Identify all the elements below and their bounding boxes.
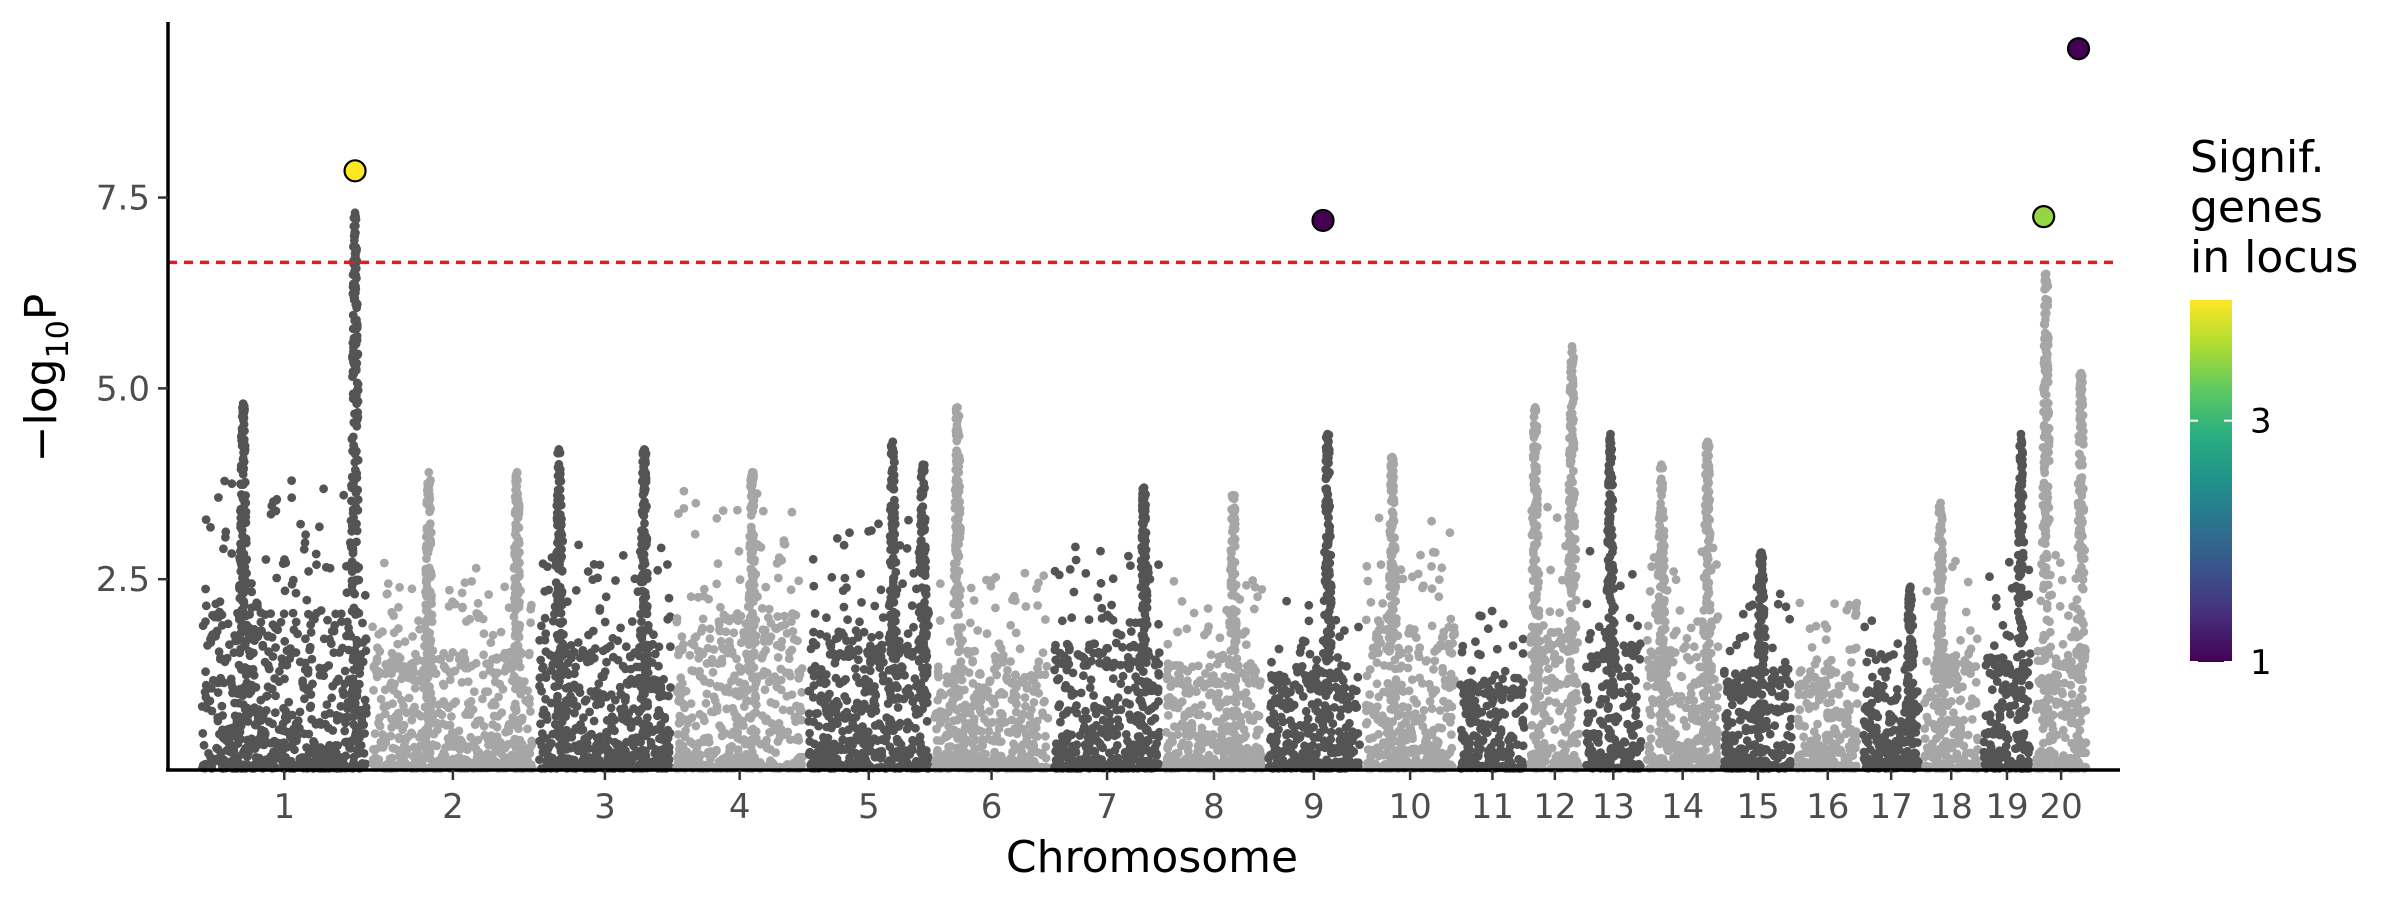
chromosome-16-points [1793, 598, 1862, 773]
chromosome-5-points [804, 437, 934, 773]
x-tick-label: 11 [1471, 787, 1514, 827]
y-tick-label: 7.5 [96, 179, 150, 219]
chromosome-4-points [672, 467, 807, 773]
lead-snp-chr9 [1311, 208, 1335, 233]
legend-tick-label: 1 [2250, 643, 2272, 683]
x-tick-label: 8 [1203, 787, 1225, 827]
legend-title-line-2: genes [2190, 182, 2323, 233]
chromosome-10-points [1361, 452, 1459, 773]
x-tick-label: 5 [858, 787, 880, 827]
highlighted-loci [343, 37, 2091, 233]
x-tick-label: 19 [1985, 787, 2028, 827]
x-tick-label: 6 [981, 787, 1003, 827]
x-tick-label: 10 [1388, 787, 1431, 827]
chromosome-13-points [1581, 429, 1646, 773]
legend-ticks: 13 [2190, 402, 2272, 683]
y-tick-label: 5.0 [96, 369, 150, 409]
y-axis-title-subscript: 10 [41, 320, 76, 358]
legend-colorbar [2190, 300, 2232, 662]
x-tick-label: 1 [273, 787, 295, 827]
color-legend: Signif. genes in locus 13 [2190, 132, 2358, 683]
chromosome-2-points [368, 467, 537, 773]
chromosome-7-points [1050, 483, 1164, 773]
x-tick-label: 12 [1533, 787, 1576, 827]
x-tick-label: 16 [1806, 787, 1849, 827]
legend-tick-label: 3 [2250, 402, 2272, 442]
x-tick-label: 20 [2039, 787, 2082, 827]
chromosome-9-points [1264, 429, 1364, 773]
lead-snp-chr20 [2032, 205, 2056, 229]
lead-snp-chr1 [343, 159, 367, 183]
chromosome-19-points [1979, 429, 2035, 773]
chromosome-3-points [535, 445, 675, 773]
peak-point-chr2 [424, 467, 434, 477]
chromosome-12-points [1526, 341, 1584, 773]
x-tick-label: 17 [1869, 787, 1912, 827]
x-tick-label: 14 [1661, 787, 1704, 827]
chromosome-6-points [930, 403, 1053, 773]
chromosome-14-points [1642, 437, 1723, 773]
snp-points [197, 208, 2091, 773]
axes: 2.55.07.51 2 3 4 5 6 7 8 9 10 11 12 13 14 15 16 17 18 19 20 [96, 22, 2120, 827]
lead-snp-chr20 [2066, 37, 2091, 61]
chromosome-15-points [1719, 548, 1796, 773]
y-axis-title-prefix: −log [16, 358, 67, 462]
x-tick-label: 13 [1592, 787, 1635, 827]
legend-title-line-1: Signif. [2190, 132, 2324, 183]
x-axis-title: Chromosome [1006, 832, 1298, 883]
chromosome-17-points [1859, 582, 1924, 773]
y-axis-title: −log10P [16, 294, 76, 463]
x-tick-label: 15 [1736, 787, 1779, 827]
y-tick-label: 2.5 [96, 560, 150, 600]
legend-title-line-3: in locus [2190, 232, 2358, 283]
chromosome-20-points [2031, 269, 2091, 773]
x-tick-label: 18 [1930, 787, 1973, 827]
x-tick-label: 7 [1096, 787, 1118, 827]
y-axis-title-suffix: P [16, 294, 67, 321]
x-tick-label: 4 [729, 787, 751, 827]
x-tick-label: 2 [442, 787, 464, 827]
chromosome-1-points [197, 208, 371, 773]
x-tick-label: 9 [1303, 787, 1325, 827]
chromosome-18-points [1920, 498, 1983, 773]
x-tick-label: 3 [594, 787, 616, 827]
chromosome-8-points [1161, 490, 1267, 773]
chromosome-11-points [1456, 606, 1529, 773]
